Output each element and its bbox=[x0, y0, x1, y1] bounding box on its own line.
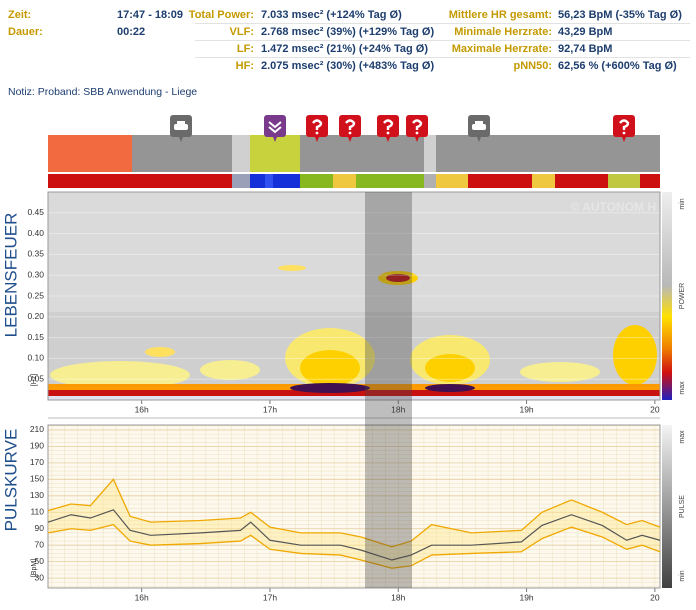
stat-label: HF: bbox=[236, 60, 254, 72]
stat-label: Total Power: bbox=[189, 9, 254, 21]
y-tick-label: 130 bbox=[30, 490, 44, 500]
scale-label: min bbox=[679, 198, 686, 209]
plot-frame bbox=[47, 191, 661, 401]
scale-label: max bbox=[679, 430, 686, 444]
scale-label: min bbox=[679, 570, 686, 581]
y-tick-label: 0.05 bbox=[27, 373, 44, 383]
stat-label: LF: bbox=[237, 43, 254, 55]
y-unit: [BpM] bbox=[31, 559, 38, 577]
y-tick-label: 0.30 bbox=[27, 269, 44, 279]
stat-value: 00:22 bbox=[117, 26, 145, 38]
pulse-line bbox=[47, 523, 661, 569]
stat-value: 7.033 msec² (+124% Tag Ø) bbox=[261, 9, 402, 21]
power-scale bbox=[662, 192, 672, 400]
selection[interactable] bbox=[365, 192, 412, 588]
y-tick-label: 0.15 bbox=[27, 332, 44, 342]
stat-label: VLF: bbox=[230, 26, 254, 38]
x-tick-label: 19h bbox=[519, 404, 533, 414]
y-tick-label: 0.10 bbox=[27, 353, 44, 363]
y-tick-label: 0.40 bbox=[27, 228, 44, 238]
pulse-area bbox=[47, 424, 661, 589]
charts: 0.05 0.10 0.15 0.20 0.25 0.30 0.35 0.40 0.45 16h 1… bbox=[1, 191, 686, 602]
x-tick-label: 17h bbox=[263, 592, 277, 602]
stat-label: pNN50: bbox=[513, 60, 552, 72]
pulse-scale bbox=[662, 425, 672, 588]
x-tick-label: 20 bbox=[650, 404, 660, 414]
stat-label: Dauer: bbox=[8, 26, 43, 38]
note: Notiz: Proband: SBB Anwendung - Liege bbox=[8, 86, 197, 98]
y-tick-label: 0.45 bbox=[27, 207, 44, 217]
stat-value: 56,23 BpM (-35% Tag Ø) bbox=[558, 9, 682, 21]
stat-label: Mittlere HR gesamt: bbox=[449, 9, 552, 21]
y-tick-label: 210 bbox=[30, 424, 44, 434]
x-tick-label: 19h bbox=[519, 592, 533, 602]
y-tick-label: 30 bbox=[35, 572, 45, 582]
plot-frame bbox=[47, 424, 661, 589]
y-tick-label: 190 bbox=[30, 441, 44, 451]
y-tick-label: 0.20 bbox=[27, 311, 44, 321]
stat-value: 43,29 BpM bbox=[558, 26, 612, 38]
y-tick-label: 0.35 bbox=[27, 249, 44, 259]
range-fill bbox=[48, 479, 660, 569]
event-icons bbox=[170, 115, 635, 142]
y-tick-label: 110 bbox=[30, 507, 44, 517]
scale-label: PULSE bbox=[679, 495, 686, 518]
header-table: Zeit: 17:47 - 18:09 Total Power: 7.033 msec… bbox=[8, 9, 690, 72]
y-tick-label: 150 bbox=[30, 474, 44, 484]
stat-value: 62,56 % (+600% Tag Ø) bbox=[558, 60, 677, 72]
stat-value: 17:47 - 18:09 bbox=[117, 9, 183, 21]
stat-value: 1.472 msec² (21%) (+24% Tag Ø) bbox=[261, 43, 428, 55]
x-tick-label: 18h bbox=[391, 592, 405, 602]
chart-title: PULSKURVE bbox=[1, 429, 20, 532]
chart-title: LEBENSFEUER bbox=[1, 213, 20, 338]
pulse-line bbox=[47, 478, 661, 548]
event-bar bbox=[48, 135, 660, 172]
y-tick-label: 0.25 bbox=[27, 290, 44, 300]
x-tick-label: 20 bbox=[650, 592, 660, 602]
state-strip bbox=[48, 174, 660, 188]
stat-value: 92,74 BpM bbox=[558, 43, 612, 55]
scale-label: max bbox=[679, 381, 686, 395]
y-tick-label: 90 bbox=[35, 523, 45, 533]
stat-value: 2.075 msec² (30%) (+483% Tag Ø) bbox=[261, 60, 434, 72]
pulse-line bbox=[47, 509, 661, 561]
y-tick-label: 170 bbox=[30, 457, 44, 467]
y-unit: [Hz] bbox=[31, 374, 38, 387]
x-tick-label: 17h bbox=[263, 404, 277, 414]
y-tick-label: 70 bbox=[35, 539, 45, 549]
stat-label: Zeit: bbox=[8, 9, 31, 21]
watermark: © AUTONOM H bbox=[570, 200, 656, 214]
y-tick-label: 50 bbox=[35, 556, 45, 566]
x-tick-label: 18h bbox=[391, 404, 405, 414]
x-tick-label: 16h bbox=[135, 404, 149, 414]
stat-label: Minimale Herzrate: bbox=[454, 26, 552, 38]
x-tick-label: 16h bbox=[135, 592, 149, 602]
stat-label: Maximale Herzrate: bbox=[452, 43, 552, 55]
scale-label: POWER bbox=[679, 283, 686, 309]
spectrogram-heat bbox=[48, 192, 660, 400]
stat-value: 2.768 msec² (39%) (+129% Tag Ø) bbox=[261, 26, 434, 38]
